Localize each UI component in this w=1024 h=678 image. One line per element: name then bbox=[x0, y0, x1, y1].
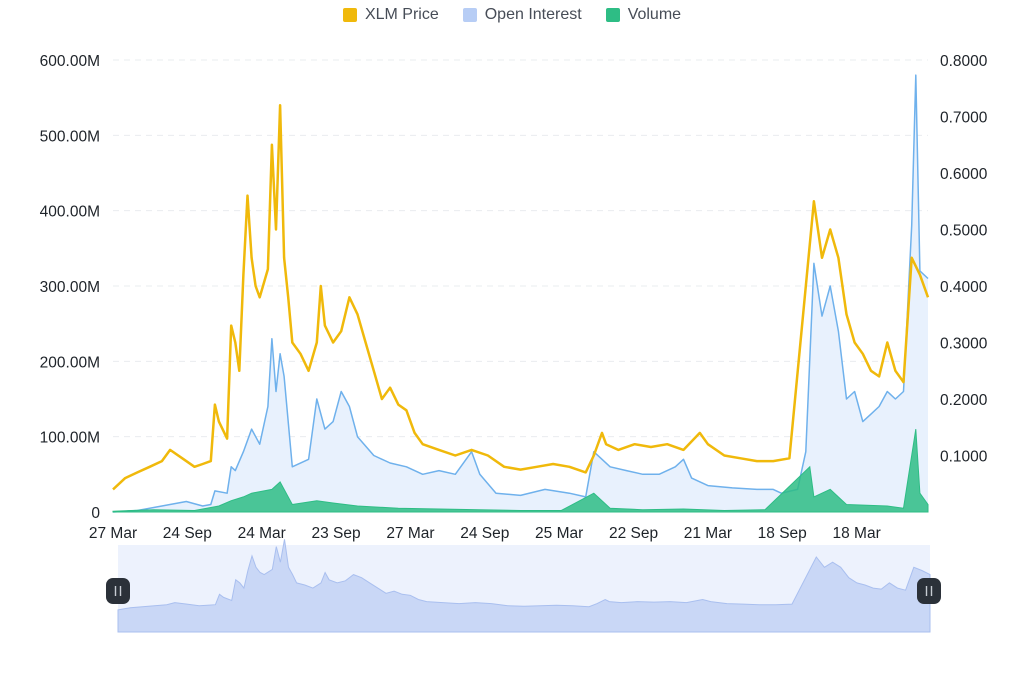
grid-layer bbox=[113, 59, 928, 438]
x-tick-label: 24 Mar bbox=[238, 525, 286, 542]
navigator-handle-right[interactable] bbox=[917, 578, 941, 604]
x-tick-label: 21 Mar bbox=[684, 525, 732, 542]
x-tick-label: 24 Sep bbox=[163, 525, 212, 542]
y-right-tick-label: 0.7000 bbox=[940, 110, 988, 127]
series-line-xlm-price bbox=[112, 103, 930, 491]
y-left-tick-label: 500.00M bbox=[40, 128, 100, 145]
x-tick-label: 27 Mar bbox=[386, 525, 434, 542]
chart-legend: XLM Price Open Interest Volume bbox=[0, 6, 1024, 24]
y-left-tick-label: 400.00M bbox=[40, 204, 100, 221]
y-left-tick-label: 300.00M bbox=[40, 279, 100, 296]
x-tick-label: 23 Sep bbox=[312, 525, 361, 542]
legend-swatch-price bbox=[342, 8, 357, 22]
x-tick-label: 24 Sep bbox=[460, 525, 509, 542]
series-line-volume bbox=[112, 429, 929, 513]
legend-item-open-interest[interactable]: Open Interest bbox=[462, 6, 582, 24]
legend-item-volume[interactable]: Volume bbox=[605, 6, 682, 24]
y-right-tick-label: 0.1000 bbox=[940, 449, 988, 466]
x-tick-label: 22 Sep bbox=[609, 525, 658, 542]
series-layer bbox=[112, 74, 930, 513]
legend-label-volume: Volume bbox=[627, 6, 682, 23]
legend-label-price: XLM Price bbox=[364, 6, 439, 23]
axis-layer: 0 100.00M 200.00M 300.00M 400.00M 500.00M 600.… bbox=[40, 53, 988, 542]
y-left-tick-label: 200.00M bbox=[40, 354, 100, 371]
navigator[interactable] bbox=[106, 539, 941, 633]
y-right-tick-label: 0.6000 bbox=[940, 166, 988, 183]
y-left-tick-label: 100.00M bbox=[40, 430, 100, 447]
legend-swatch-open-interest bbox=[462, 8, 477, 22]
x-tick-label: 18 Mar bbox=[832, 525, 880, 542]
y-right-tick-label: 0.8000 bbox=[940, 53, 988, 70]
legend-swatch-volume bbox=[605, 8, 620, 22]
series-line-open-interest bbox=[112, 74, 929, 513]
legend-label-open-interest: Open Interest bbox=[484, 6, 582, 23]
navigator-handle-left[interactable] bbox=[106, 578, 130, 604]
x-tick-label: 18 Sep bbox=[758, 525, 807, 542]
legend-item-price[interactable]: XLM Price bbox=[342, 6, 439, 24]
y-right-tick-label: 0.5000 bbox=[940, 223, 988, 240]
y-right-tick-label: 0.3000 bbox=[940, 336, 988, 353]
pause-handle-icon bbox=[106, 578, 130, 604]
y-left-tick-label: 0 bbox=[91, 505, 100, 522]
y-left-tick-label: 600.00M bbox=[40, 53, 100, 70]
y-right-tick-label: 0.4000 bbox=[940, 279, 988, 296]
x-tick-label: 27 Mar bbox=[89, 525, 137, 542]
y-right-tick-label: 0.2000 bbox=[940, 392, 988, 409]
pause-handle-icon bbox=[917, 578, 941, 604]
navigator-series-area bbox=[117, 539, 931, 633]
x-tick-label: 25 Mar bbox=[535, 525, 583, 542]
